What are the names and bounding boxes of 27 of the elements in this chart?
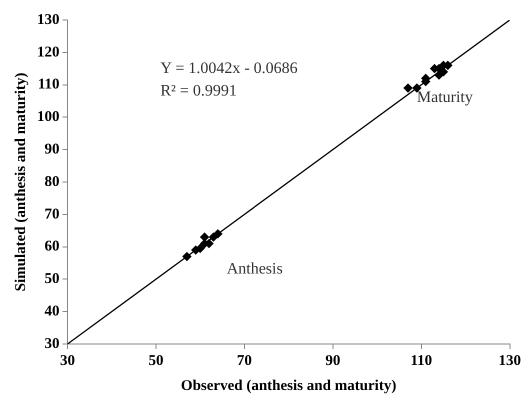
x-tick-label: 110 xyxy=(410,352,432,369)
x-axis-title: Observed (anthesis and maturity) xyxy=(180,378,396,394)
y-axis-title: Simulated (anthesis and maturity) xyxy=(12,72,29,292)
x-tick-label: 30 xyxy=(60,352,75,369)
x-tick-label: 130 xyxy=(498,352,521,369)
annotation: Maturity xyxy=(416,88,473,106)
y-tick-label: 90 xyxy=(44,141,60,158)
y-tick-label: 130 xyxy=(37,12,60,28)
y-tick-label: 70 xyxy=(44,206,60,222)
annotation: R² = 0.9991 xyxy=(160,82,237,100)
point xyxy=(412,84,422,93)
annotation: Y = 1.0042x - 0.0686 xyxy=(160,60,298,77)
point xyxy=(404,84,413,93)
x-tick-label: 90 xyxy=(325,352,340,369)
x-tick-label: 70 xyxy=(236,352,252,369)
y-tick-label: 30 xyxy=(44,336,60,352)
y-tick-label: 110 xyxy=(38,76,60,93)
point xyxy=(182,252,192,262)
y-tick-label: 50 xyxy=(44,271,60,288)
point xyxy=(213,229,222,238)
y-tick-label: 120 xyxy=(37,44,60,60)
y-tick-label: 60 xyxy=(44,238,60,255)
annotation: Anthesis xyxy=(226,260,283,278)
y-tick-label: 80 xyxy=(44,174,60,190)
y-tick-label: 40 xyxy=(44,303,60,320)
y-tick-label: 100 xyxy=(37,109,60,126)
x-tick-label: 50 xyxy=(148,352,164,369)
